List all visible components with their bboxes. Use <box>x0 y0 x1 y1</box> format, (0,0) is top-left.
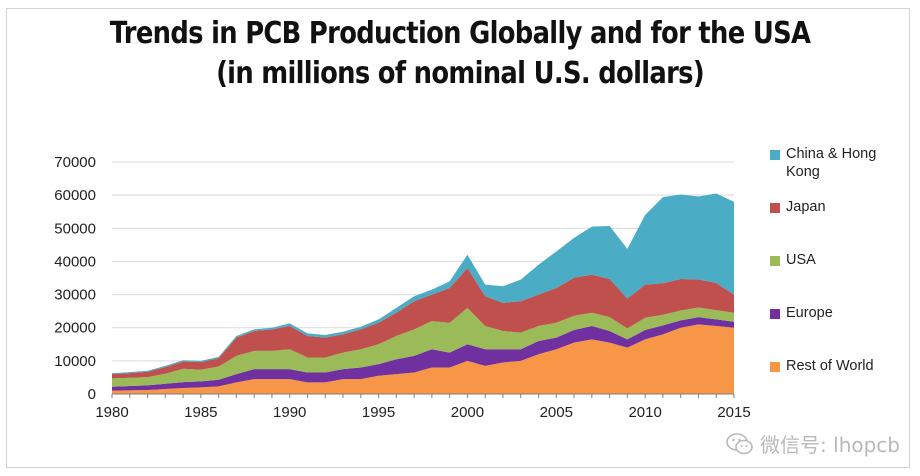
x-tick-label-2015: 2015 <box>717 404 750 421</box>
x-tick-label-1995: 1995 <box>362 404 395 421</box>
stacked-areas <box>112 193 734 394</box>
legend-label: Europe <box>786 305 833 321</box>
x-tick-label-2010: 2010 <box>628 404 661 421</box>
legend-label: Rest of World <box>786 358 874 374</box>
x-tick-label-2005: 2005 <box>540 404 573 421</box>
watermark: 微信号: lhopcb <box>726 429 900 458</box>
x-tick-label-2000: 2000 <box>451 404 484 421</box>
y-tick-label-30000: 30000 <box>54 287 96 304</box>
legend-label: China & Hong Kong <box>786 146 877 180</box>
legend-swatch <box>770 309 780 319</box>
y-tick-label-20000: 20000 <box>54 320 96 337</box>
legend-swatch <box>770 203 780 213</box>
y-axis-ticks: 0 10000 20000 30000 40000 50000 60000 70000 <box>54 154 96 403</box>
y-tick-label-70000: 70000 <box>54 154 96 171</box>
y-tick-label-0: 0 <box>88 386 96 403</box>
watermark-text: 微信号: lhopcb <box>760 433 900 457</box>
area-series-3 <box>112 268 734 379</box>
legend-swatch <box>770 256 780 266</box>
y-tick-label-10000: 10000 <box>54 353 96 370</box>
y-tick-label-40000: 40000 <box>54 253 96 270</box>
area-series-0 <box>112 324 734 394</box>
x-tick-label-1980: 1980 <box>95 404 128 421</box>
area-series-2 <box>112 307 734 387</box>
area-series-4 <box>112 193 734 375</box>
legend-swatch <box>770 362 780 372</box>
x-axis-ticks: 1980 1985 1990 1995 2000 2005 2010 2015 <box>95 394 751 421</box>
chart-title: Trends in PCB Production Globally and fo… <box>64 14 855 94</box>
y-tick-label-50000: 50000 <box>54 220 96 237</box>
x-tick-label-1985: 1985 <box>184 404 217 421</box>
chart-title-line-2: (in millions of nominal U.S. dollars) <box>216 56 705 91</box>
legend-swatch <box>770 150 780 160</box>
area-series-1 <box>112 317 734 391</box>
legend-label: Japan <box>786 199 826 215</box>
legend-label: USA <box>786 252 816 268</box>
chart-title-line-1: Trends in PCB Production Globally and fo… <box>109 16 811 51</box>
y-tick-label-60000: 60000 <box>54 187 96 204</box>
wechat-icon <box>726 432 753 454</box>
x-tick-label-1990: 1990 <box>273 404 306 421</box>
